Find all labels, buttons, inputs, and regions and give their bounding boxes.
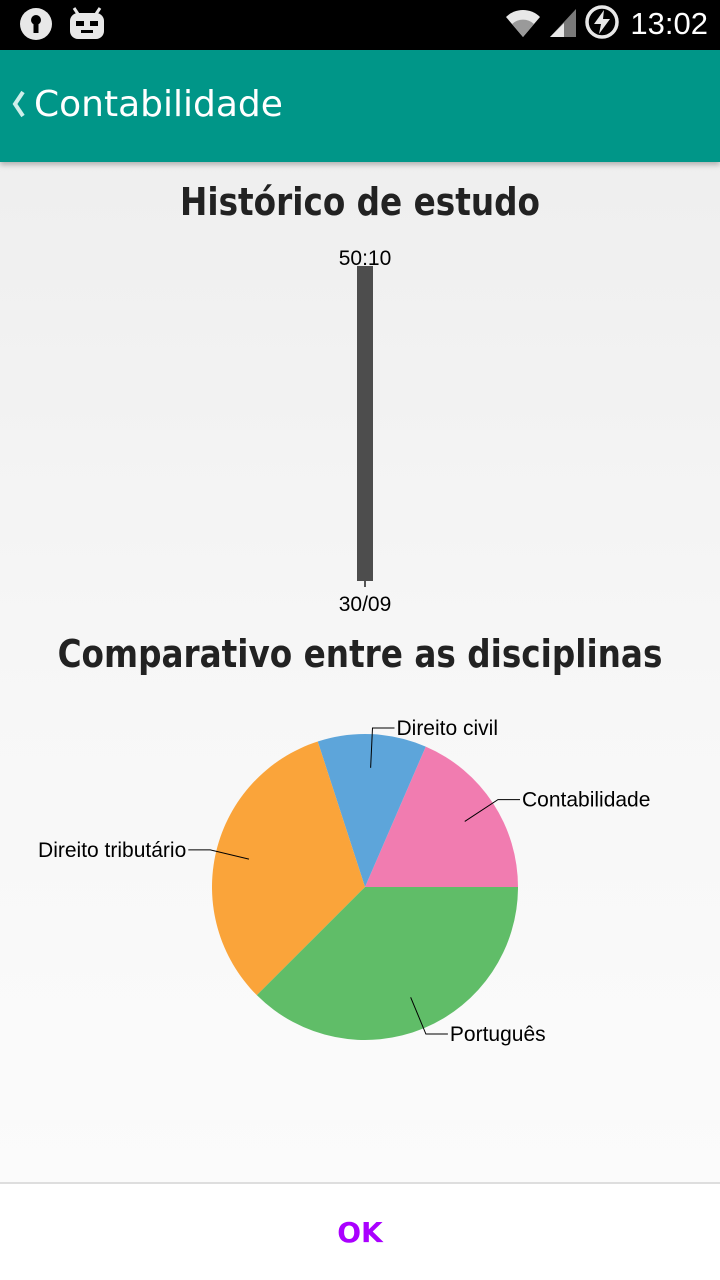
x-tick-label-0: 30/09	[339, 593, 392, 616]
button-divider	[0, 1182, 720, 1184]
pie-slice-3	[256, 887, 518, 1040]
app-bar-title[interactable]: Contabilidade	[34, 84, 283, 125]
app-bar: Contabilidade	[0, 50, 720, 162]
pie-leader-1	[370, 727, 395, 768]
pie-slice-0	[365, 746, 518, 887]
chevron-left-icon[interactable]	[8, 86, 28, 126]
pie-label-3: Português	[450, 1023, 546, 1046]
pie-leader-0	[464, 799, 520, 822]
battery-charging-icon	[584, 4, 620, 44]
keyhole-notification-icon	[18, 6, 54, 46]
status-bar: 13:02	[0, 0, 720, 50]
subjects-pie-chart: Contabilidade Direito civil Direito tribut…	[38, 717, 650, 1046]
clock: 13:02	[630, 6, 708, 41]
cyanogen-robot-icon	[68, 6, 106, 46]
bar-value-label-0: 50:10	[339, 247, 392, 270]
history-title: Histórico de estudo	[180, 180, 540, 224]
pie-label-2: Direito tributário	[38, 839, 186, 862]
status-bar-right: 13:02	[504, 4, 708, 44]
pie-leader-3	[410, 997, 448, 1035]
dialog-button-bar: OK	[0, 1184, 720, 1280]
status-bar-left	[18, 6, 106, 46]
bar-0	[357, 266, 373, 581]
ok-button[interactable]: OK	[0, 1184, 720, 1280]
pie-label-1: Direito civil	[396, 717, 498, 740]
pie-slice-2	[212, 741, 365, 996]
comparison-title: Comparativo entre as disciplinas	[57, 632, 663, 676]
pie-label-0: Contabilidade	[522, 789, 650, 812]
ok-button-label: OK	[337, 1215, 383, 1249]
pie-leader-2	[188, 849, 250, 860]
wifi-icon	[504, 5, 542, 43]
study-history-bar-chart: 50:10 30/09	[339, 247, 392, 616]
signal-icon	[548, 5, 578, 43]
pie-slice-1	[317, 734, 426, 887]
